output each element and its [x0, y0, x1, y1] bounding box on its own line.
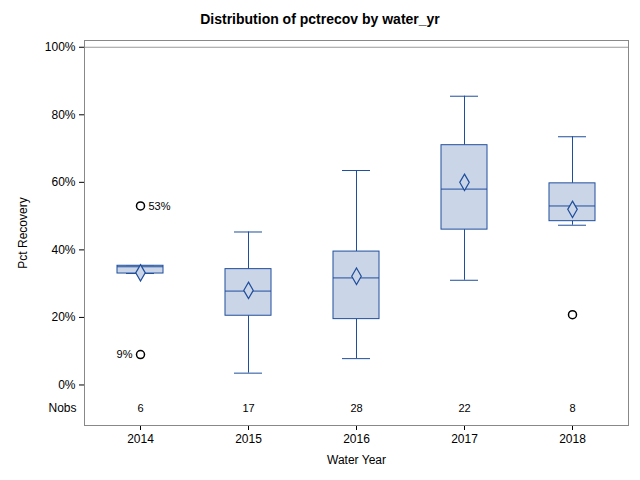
svg-text:53%: 53% [149, 200, 171, 212]
svg-text:28: 28 [350, 402, 362, 414]
svg-text:60%: 60% [51, 175, 75, 189]
svg-text:0%: 0% [58, 378, 76, 392]
svg-text:8: 8 [569, 402, 575, 414]
svg-text:22: 22 [458, 402, 470, 414]
html-text:Distribution of pctrecov by wa: Distribution of pctrecov by water_yr [200, 11, 440, 27]
svg-text:Pct Recovery: Pct Recovery [16, 197, 30, 268]
svg-text:40%: 40% [51, 243, 75, 257]
svg-text:17: 17 [242, 402, 254, 414]
svg-text:6: 6 [137, 402, 143, 414]
svg-text:2014: 2014 [127, 432, 154, 446]
svg-text:9%: 9% [117, 348, 133, 360]
svg-text:2017: 2017 [451, 432, 478, 446]
svg-text:20%: 20% [51, 310, 75, 324]
svg-text:80%: 80% [51, 108, 75, 122]
svg-text:2018: 2018 [559, 432, 586, 446]
svg-text:2015: 2015 [235, 432, 262, 446]
svg-text:Nobs: Nobs [48, 401, 76, 415]
svg-text:100%: 100% [45, 40, 76, 54]
svg-text:2016: 2016 [343, 432, 370, 446]
svg-text:Water Year: Water Year [327, 453, 386, 467]
